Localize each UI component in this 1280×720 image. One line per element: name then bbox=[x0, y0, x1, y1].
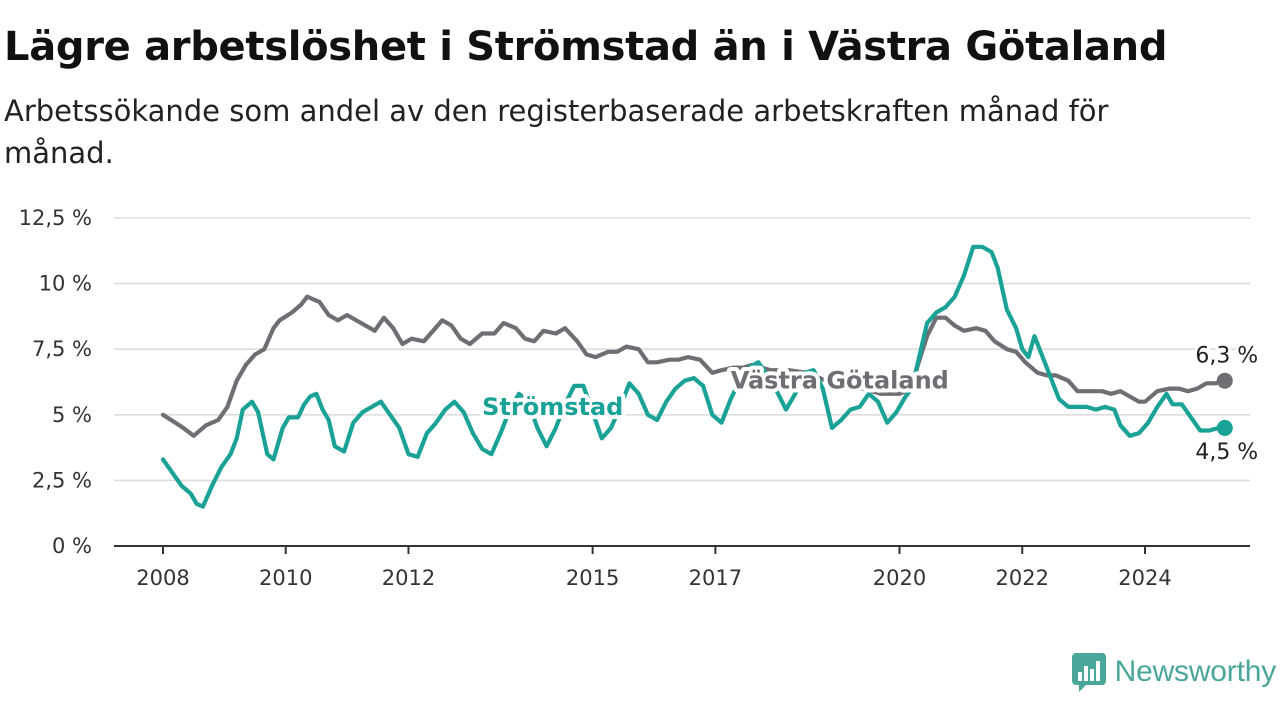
series-endpoint-vastra-gotaland bbox=[1216, 372, 1233, 389]
series-line-vastra-gotaland bbox=[160, 294, 1227, 438]
y-tick-label: 7,5 % bbox=[32, 337, 92, 361]
y-tick-label: 10 % bbox=[39, 272, 92, 296]
y-tick-label: 12,5 % bbox=[19, 206, 92, 230]
chart-title: Lägre arbetslöshet i Strömstad än i Väst… bbox=[4, 24, 1168, 70]
x-tick-label: 2024 bbox=[1118, 566, 1171, 590]
x-tick-label: 2008 bbox=[136, 566, 189, 590]
y-tick-label: 5 % bbox=[52, 403, 92, 427]
x-tick-label: 2010 bbox=[259, 566, 312, 590]
series-line-stromstad bbox=[160, 244, 1227, 509]
x-tick-label: 2012 bbox=[382, 566, 435, 590]
series-endpoint-stromstad bbox=[1216, 419, 1233, 436]
y-tick-label: 0 % bbox=[52, 534, 92, 558]
x-tick-label: 2017 bbox=[689, 566, 742, 590]
x-tick-label: 2022 bbox=[996, 566, 1049, 590]
x-tick-label: 2020 bbox=[873, 566, 926, 590]
chart-subtitle: Arbetssökande som andel av den registerb… bbox=[4, 94, 1109, 170]
end-value-label-stromstad: 4,5 % bbox=[1195, 440, 1258, 465]
y-tick-label: 2,5 % bbox=[32, 468, 92, 492]
series-label-stromstad: Strömstad bbox=[482, 393, 623, 421]
end-value-label-vastra-gotaland: 6,3 % bbox=[1195, 344, 1258, 369]
series-label-vastra-gotaland: Västra Götaland bbox=[731, 367, 949, 395]
newsworthy-logo: Newsworthy bbox=[1071, 652, 1276, 692]
x-tick-label: 2015 bbox=[566, 566, 619, 590]
newsworthy-logo-icon bbox=[1071, 653, 1106, 692]
newsworthy-logo-text: Newsworthy bbox=[1114, 655, 1277, 688]
